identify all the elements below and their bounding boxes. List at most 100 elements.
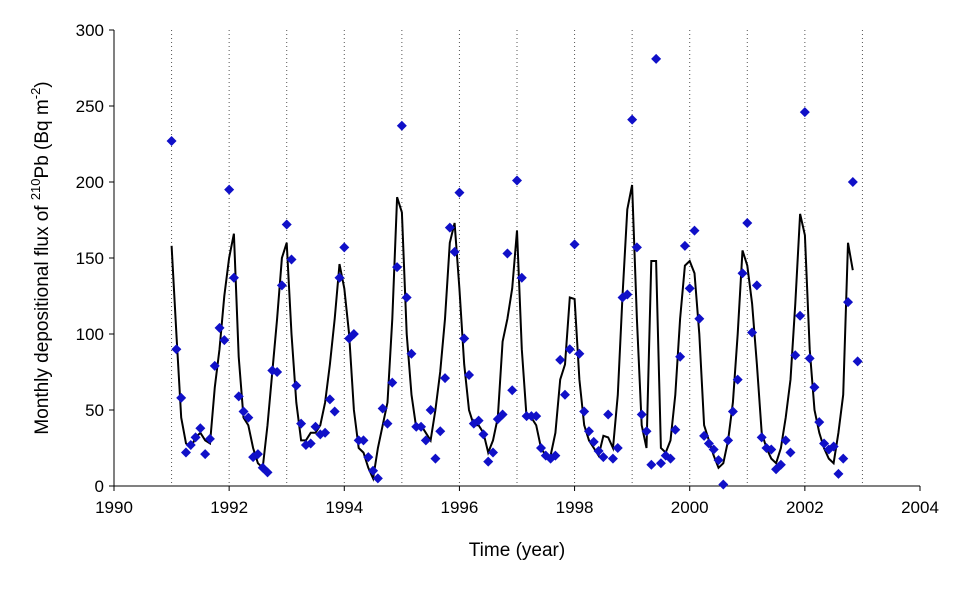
data-point [444, 222, 455, 233]
data-point [785, 447, 796, 458]
data-point [176, 392, 187, 403]
model-line [170, 184, 854, 482]
data-point [305, 438, 316, 449]
data-point [679, 240, 690, 251]
data-point [171, 344, 182, 355]
y-tick-label: 0 [95, 477, 104, 496]
data-point [420, 435, 431, 446]
data-point [382, 418, 393, 429]
data-point [286, 254, 297, 265]
data-point [747, 327, 758, 338]
data-point [166, 135, 177, 146]
data-point [329, 406, 340, 417]
data-point [564, 344, 575, 355]
x-tick-label: 2002 [786, 498, 824, 517]
data-point [396, 120, 407, 131]
data-point [512, 175, 522, 186]
data-point [655, 458, 666, 469]
data-point [603, 409, 614, 420]
data-point [387, 377, 398, 388]
data-point [488, 447, 499, 458]
data-point [775, 459, 786, 470]
data-point [185, 439, 196, 450]
data-point [243, 412, 254, 423]
data-point [372, 473, 383, 484]
data-point [694, 313, 705, 324]
data-point [310, 421, 321, 432]
data-point [646, 459, 657, 470]
data-point [368, 465, 379, 476]
data-point [416, 421, 427, 432]
x-tick-label: 1994 [325, 498, 363, 517]
data-point [334, 272, 345, 283]
data-point [641, 426, 652, 437]
gridlines [171, 30, 863, 486]
x-tick-label: 1998 [556, 498, 594, 517]
data-point [296, 418, 307, 429]
data-point [723, 435, 734, 446]
data-point [392, 262, 403, 273]
data-point [459, 333, 470, 344]
data-point [843, 297, 854, 308]
data-point [737, 268, 748, 279]
data-point [204, 433, 215, 444]
data-point [795, 310, 806, 321]
data-point [607, 453, 618, 464]
data-point [502, 248, 513, 259]
data-point [449, 246, 460, 257]
y-label-mid: Pb (Bq m [32, 99, 53, 178]
data-point [473, 415, 484, 426]
data-point [708, 444, 719, 455]
data-point [214, 322, 225, 333]
data-point [224, 184, 235, 195]
data-point [574, 348, 585, 359]
y-label-sup2: -2 [28, 88, 43, 100]
data-point [190, 432, 201, 443]
data-point [406, 348, 417, 359]
y-tick-label: 150 [76, 249, 104, 268]
data-point [233, 391, 244, 402]
data-point [742, 218, 753, 229]
data-point [809, 382, 820, 393]
data-point [483, 456, 494, 467]
data-point [550, 450, 561, 461]
data-point [852, 356, 863, 367]
x-tick-label: 2000 [671, 498, 709, 517]
y-label-sup1: 210 [28, 178, 43, 200]
data-point [209, 360, 220, 371]
data-point [238, 406, 249, 417]
data-point [583, 426, 594, 437]
data-point [819, 438, 830, 449]
data-point [276, 280, 287, 291]
data-point [531, 411, 542, 422]
data-point [756, 432, 767, 443]
data-point [377, 403, 388, 414]
data-point [200, 449, 211, 460]
data-point [612, 443, 623, 453]
y-tick-label: 250 [76, 97, 104, 116]
data-point [579, 406, 590, 417]
data-point [195, 423, 206, 434]
data-point [324, 394, 335, 405]
data-point [464, 370, 475, 381]
data-point [430, 453, 441, 464]
data-point [262, 467, 273, 478]
axes [109, 29, 921, 491]
data-point [348, 329, 359, 339]
x-axis-label: Time (year) [469, 540, 565, 561]
data-point [804, 353, 815, 364]
data-point [559, 389, 570, 400]
y-label-pre: Monthly depositional flux of [32, 200, 53, 434]
x-tick-label: 1996 [441, 498, 479, 517]
y-tick-label: 200 [76, 173, 104, 192]
data-point [180, 447, 191, 458]
data-point [281, 219, 292, 230]
data-point [535, 443, 546, 453]
data-point [219, 335, 230, 346]
data-point [670, 424, 681, 435]
data-point [588, 436, 599, 447]
data-point [713, 455, 724, 466]
data-point [636, 409, 647, 420]
data-point [555, 354, 566, 365]
